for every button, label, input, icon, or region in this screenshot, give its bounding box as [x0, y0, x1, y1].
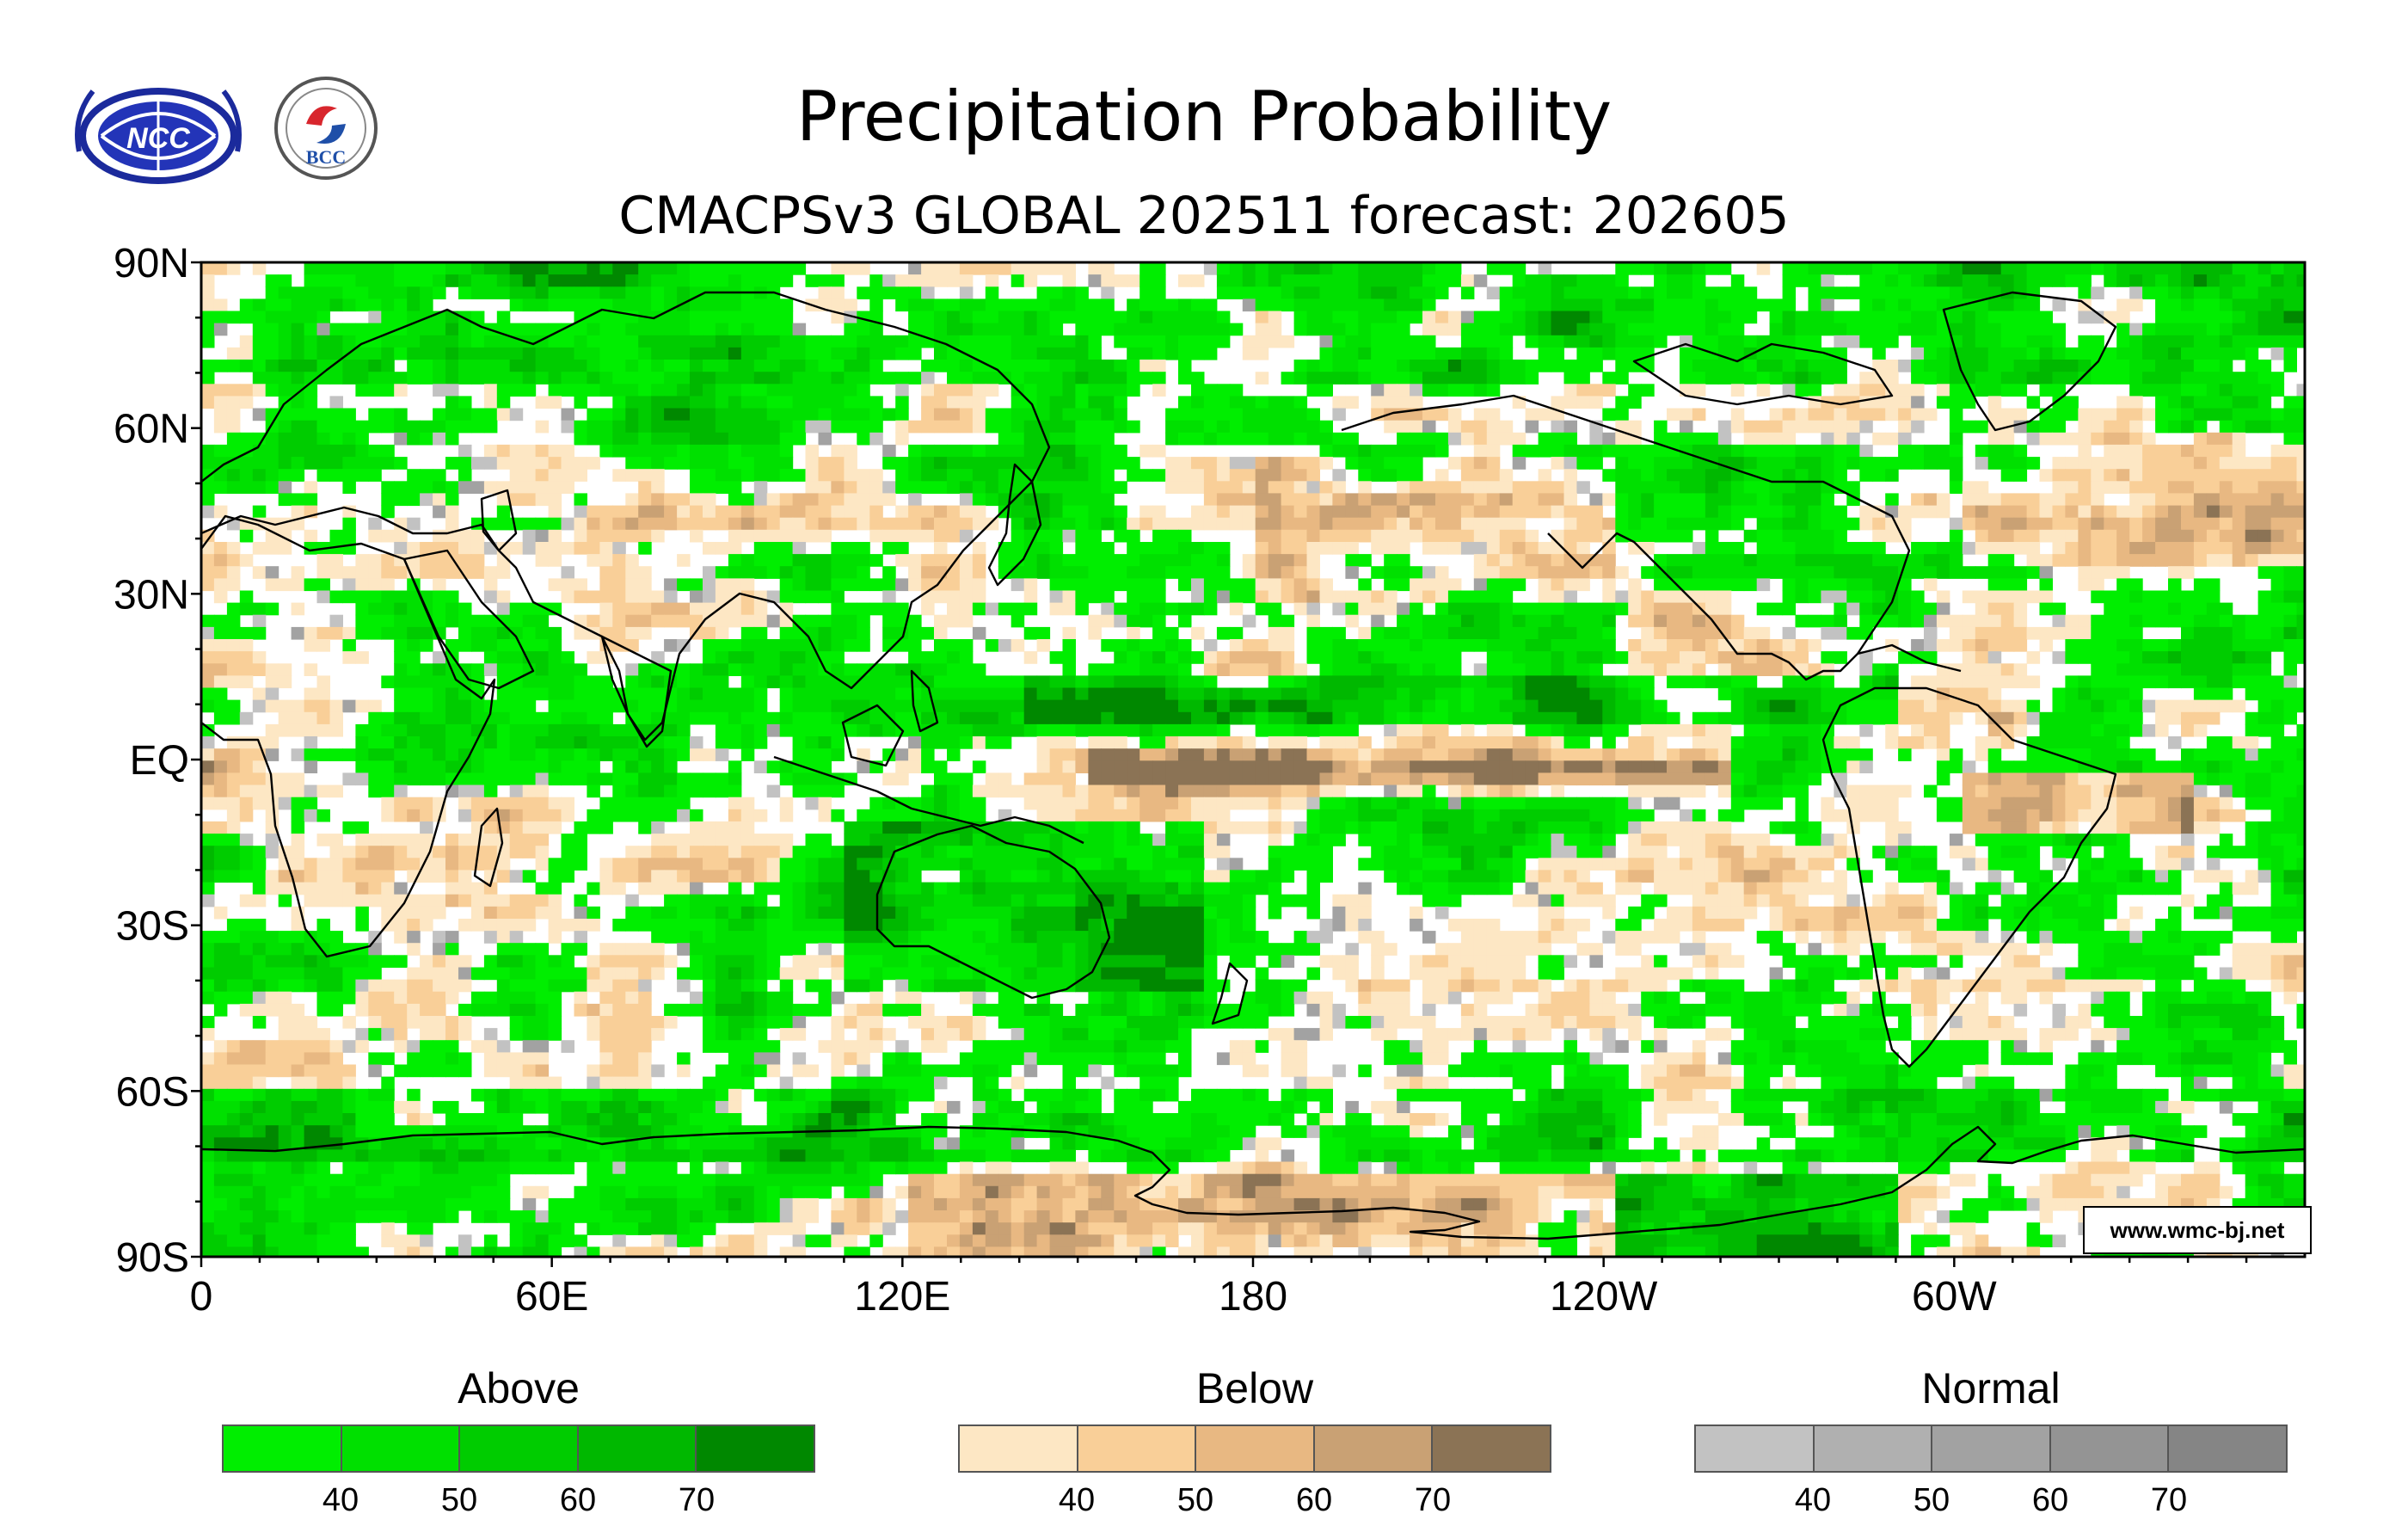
coast-borneo: [841, 704, 905, 767]
colorbar-tick-label: 70: [1414, 1482, 1452, 1518]
lat-label: 30S: [116, 904, 189, 950]
colorbar-swatch: [1932, 1426, 2051, 1471]
ncc-logo-text: NCC: [126, 122, 190, 155]
colorbar-below: [958, 1424, 1551, 1473]
coast-india: [600, 635, 673, 748]
ncc-logo: NCC: [75, 88, 242, 184]
coast-new-zealand: [1211, 962, 1249, 1025]
colorbar-tick-label: 40: [322, 1482, 359, 1518]
page-subtitle: CMACPSv3 GLOBAL 202511 forecast: 202605: [618, 186, 1790, 246]
lon-label: 60E: [515, 1274, 588, 1320]
colorbar-swatch: [1814, 1426, 1933, 1471]
colorbar-tick-label: 70: [678, 1482, 716, 1518]
colorbar-swatch: [1078, 1426, 1197, 1471]
lon-label: 0: [190, 1274, 213, 1320]
colorbar-swatch: [224, 1426, 342, 1471]
colorbar-normal: [1694, 1424, 2288, 1473]
lon-label: 60W: [1912, 1274, 1997, 1320]
colorbar-tick-label: 50: [440, 1482, 478, 1518]
colorbar-swatch: [578, 1426, 697, 1471]
colorbar-tick-label: 70: [2150, 1482, 2188, 1518]
colorbar-swatch: [1433, 1426, 1550, 1471]
lat-label: 90S: [116, 1235, 189, 1281]
lon-label: 120W: [1550, 1274, 1658, 1320]
colorbar-tick-label: 60: [2031, 1482, 2069, 1518]
probability-field: [201, 262, 2305, 1257]
lon-label: 180: [1219, 1274, 1287, 1320]
colorbar-swatch: [460, 1426, 579, 1471]
coast-japan: [987, 463, 1042, 587]
colorbar-swatch: [1696, 1426, 1815, 1471]
coast-arabia: [402, 549, 535, 690]
source-credit: www.wmc-bj.net: [2083, 1206, 2312, 1254]
colorbar-swatch: [341, 1426, 461, 1471]
lat-label: 90N: [114, 241, 189, 286]
coastlines: [201, 291, 2305, 1240]
legend-title-normal: Normal: [1921, 1364, 2061, 1412]
colorbar-swatch: [1196, 1426, 1315, 1471]
colorbar-swatch: [1314, 1426, 1434, 1471]
coast-arctic-islands: [1632, 342, 1894, 406]
colorbar-tick-label: 40: [1794, 1482, 1832, 1518]
colorbar-swatch: [2050, 1426, 2170, 1471]
lat-label: 30N: [114, 572, 189, 618]
colorbar-swatch: [960, 1426, 1078, 1471]
colorbar-tick-label: 40: [1058, 1482, 1096, 1518]
coast-caspian: [480, 489, 518, 552]
colorbar-tick-label: 60: [1295, 1482, 1333, 1518]
colorbar-tick-label: 60: [559, 1482, 597, 1518]
legend-title-above: Above: [458, 1364, 580, 1412]
colorbar-swatch: [697, 1426, 814, 1471]
colorbar-above: [222, 1424, 815, 1473]
coast-africa: [201, 514, 496, 958]
lon-label: 120E: [854, 1274, 950, 1320]
bcc-logo-text: BCC: [306, 146, 346, 168]
lat-label: EQ: [130, 738, 189, 784]
colorbar-tick-label: 50: [1176, 1482, 1214, 1518]
coast-eurasia: [201, 291, 1051, 741]
coast-greenland: [1942, 291, 2117, 432]
coast-antarctica: [201, 1125, 2305, 1240]
coast-australia: [875, 824, 1111, 1000]
bcc-logo: BCC: [274, 77, 378, 180]
page-title: Precipitation Probability: [796, 77, 1612, 157]
colorbar-tick-label: 50: [1913, 1482, 1950, 1518]
colorbar-swatch: [2169, 1426, 2286, 1471]
coast-indonesia: [773, 755, 1084, 845]
coast-south-america: [1821, 686, 2117, 1068]
lat-label: 60N: [114, 407, 189, 452]
coast-caribbean: [1857, 643, 1962, 673]
legend-title-below: Below: [1195, 1364, 1314, 1412]
coast-philippines: [910, 669, 939, 733]
coast-madagascar: [473, 807, 504, 888]
lat-label: 60S: [116, 1069, 189, 1115]
